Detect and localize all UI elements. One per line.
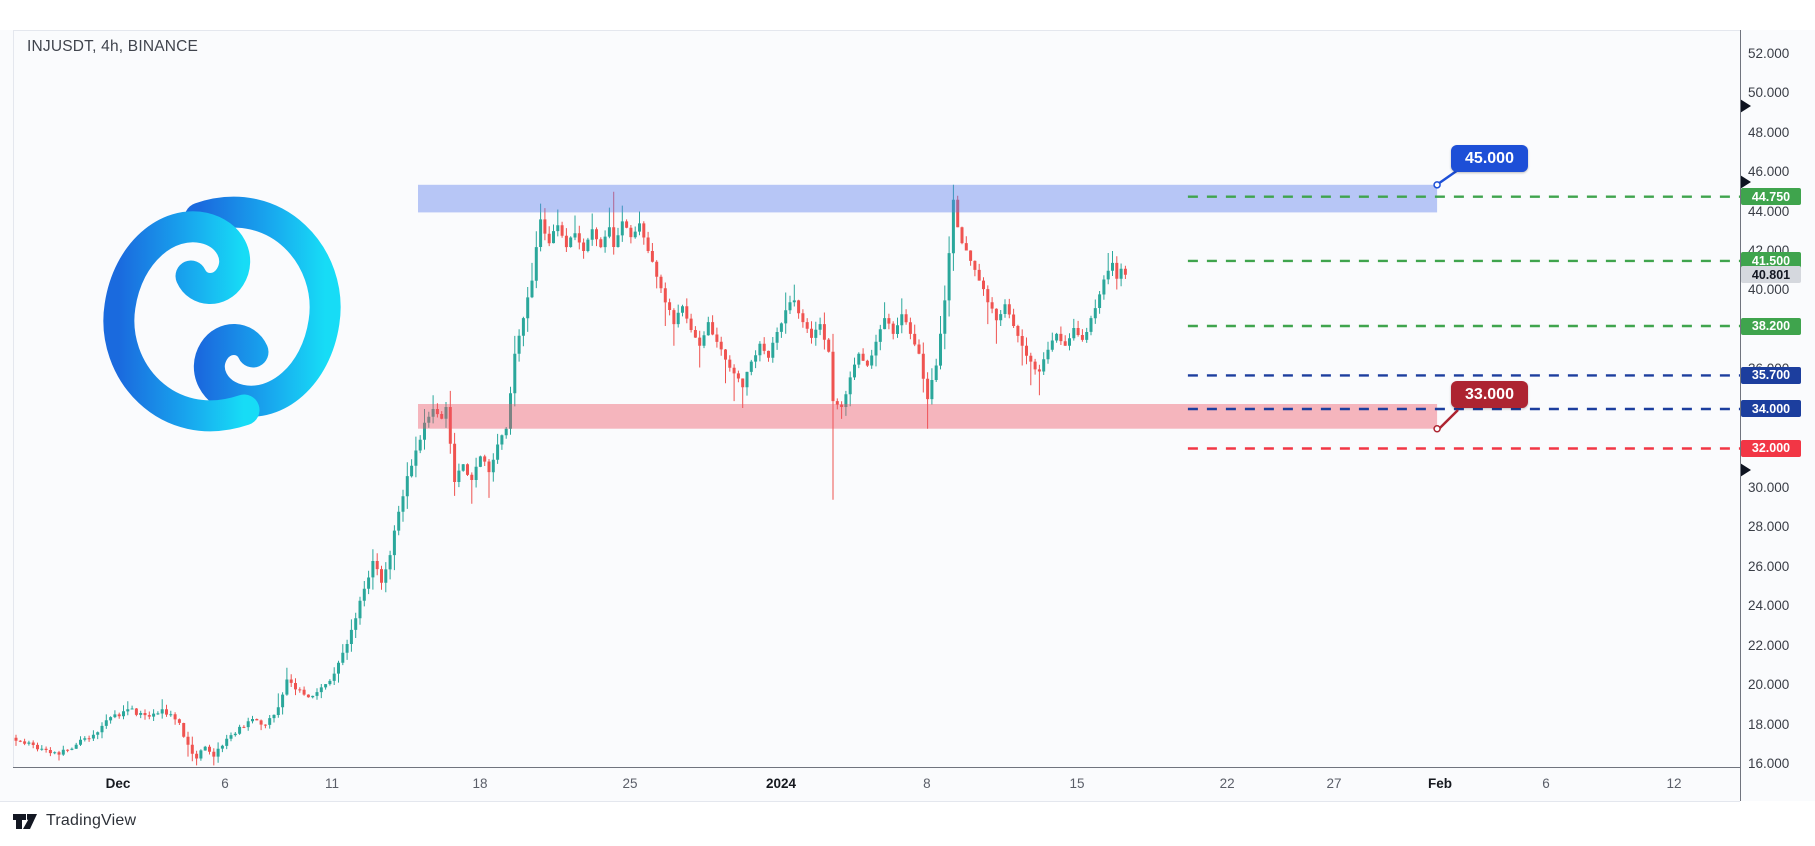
time-tick-label: 25 [622,776,638,791]
time-tick-label: 27 [1326,776,1342,791]
tradingview-glyph-icon [13,813,37,829]
time-scale[interactable]: Dec 6 11 18 25 2024 8 15 22 27 Feb 6 12 [0,767,1740,801]
axis-arrow-icon [1740,174,1751,189]
time-tick-label: 15 [1069,776,1085,791]
level-price-label: 35.700 [1741,366,1801,384]
price-tick-label: 20.000 [1748,677,1790,693]
time-tick-label: 6 [1542,776,1550,791]
zones-layer[interactable] [418,184,1438,429]
price-tick-label: 50.000 [1748,85,1790,101]
price-tick-label: 18.000 [1748,716,1790,732]
injective-logo-watermark [103,196,341,432]
pane-top-border [13,30,1740,31]
price-callout-33000[interactable]: 33.000 [1451,381,1528,408]
price-tick-label: 46.000 [1748,164,1790,179]
level-price-label: 34.000 [1741,400,1801,418]
supply-zone[interactable] [418,184,1438,213]
callout-tails-layer [1433,168,1459,433]
price-tick-label: 48.000 [1748,124,1790,140]
price-axis-separator [1740,30,1741,801]
bottom-border [0,801,1740,802]
pane-left-border [13,30,14,767]
level-lines-layer[interactable] [1187,195,1740,450]
time-tick-label: 18 [472,776,488,791]
current-price-label: 40.801 [1741,266,1801,284]
price-callout-45000[interactable]: 45.000 [1451,145,1528,172]
level-price-label: 32.000 [1741,439,1801,457]
price-scale[interactable]: 16.000 18.000 20.000 22.000 24.000 26.000 28.0… [1740,30,1815,801]
price-tick-label: 28.000 [1748,519,1790,535]
axis-arrow-icon [1740,463,1751,478]
level-price-label: 41.500 [1741,252,1801,270]
time-tick-label: 8 [923,776,931,791]
price-tick-label: 26.000 [1748,558,1790,574]
symbol-title: INJUSDT, 4h, BINANCE [27,38,199,55]
candles-layer [14,184,1127,766]
callout-33-text: 33.000 [1465,385,1514,403]
time-tick-label: 6 [221,776,229,791]
time-tick-label: Dec [105,776,131,791]
price-tick-label: 52.000 [1748,45,1790,61]
demand-zone[interactable] [418,404,1438,429]
price-tick-label: 22.000 [1748,637,1790,653]
axis-arrow-icon [1740,98,1751,113]
price-tick-label: 30.000 [1748,479,1790,495]
tradingview-label: TradingView [46,812,137,829]
level-price-label: 38.200 [1741,317,1801,335]
price-tick-label: 40.000 [1748,282,1790,298]
time-axis-separator [13,767,1740,768]
time-tick-label: 11 [324,776,339,791]
time-tick-label: Feb [1428,776,1453,791]
callout-45-text: 45.000 [1465,149,1514,167]
price-tick-label: 44.000 [1748,203,1790,219]
tradingview-logo[interactable]: TradingView [13,812,136,830]
time-tick-label: 2024 [765,776,797,791]
time-tick-label: 22 [1219,776,1235,791]
level-price-label: 44.750 [1741,188,1801,206]
price-tick-label: 24.000 [1748,598,1790,614]
price-tick-label: 16.000 [1748,756,1790,772]
time-tick-label: 12 [1666,776,1682,791]
